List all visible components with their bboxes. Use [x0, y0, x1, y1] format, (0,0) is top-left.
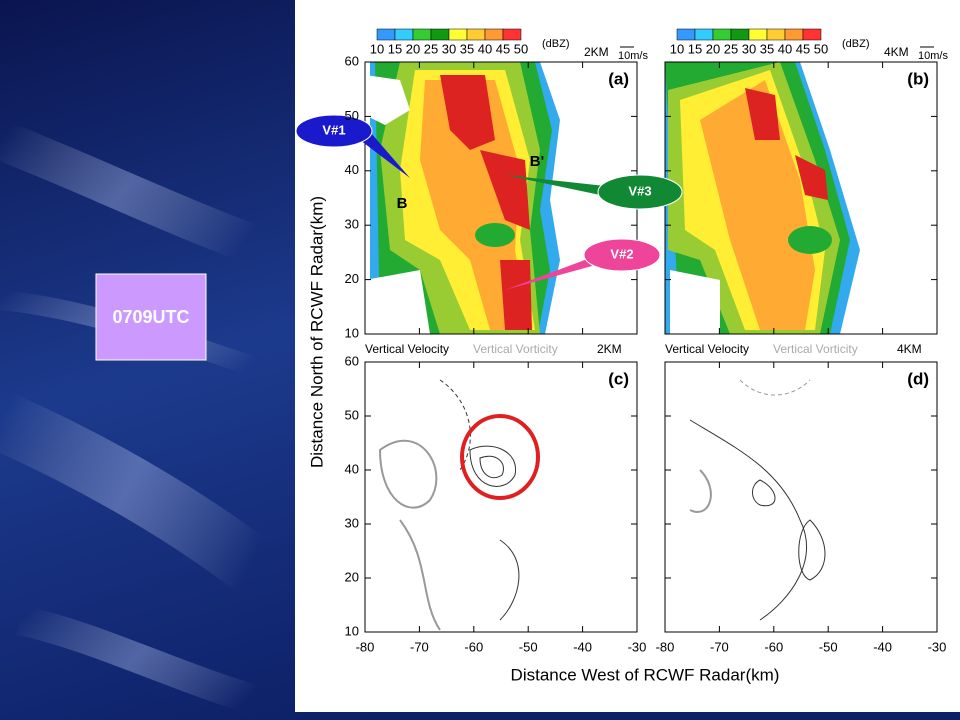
cloud-streaks — [0, 121, 315, 720]
panel-label: (b) — [907, 69, 929, 88]
x-tick-label: -40 — [573, 639, 592, 654]
colorbar-label: 30 — [442, 41, 456, 56]
x-tick-label: -70 — [410, 639, 429, 654]
y-tick-label: 30 — [345, 515, 359, 530]
colorbar-label: 50 — [814, 41, 828, 56]
y-tick-label: 30 — [345, 217, 359, 232]
y-tick-label: 20 — [345, 569, 359, 584]
colorbar-swatch — [730, 28, 750, 41]
x-tick-label: -80 — [356, 639, 375, 654]
caption-right: Vertical Vorticity — [773, 342, 858, 356]
reflectivity-a — [365, 62, 637, 334]
panel-label: (a) — [608, 69, 629, 88]
colorbar-unit: (dBZ) — [842, 38, 870, 50]
panel-label: (d) — [907, 369, 929, 388]
y-tick-label: 50 — [345, 407, 359, 422]
callout-label: V#3 — [628, 183, 651, 198]
y-tick-label: 40 — [345, 162, 359, 177]
colorbar-swatch — [430, 28, 450, 41]
colorbar-label: 30 — [742, 41, 756, 56]
x-tick-label: -40 — [873, 639, 892, 654]
callout-bubble — [597, 174, 683, 210]
y-tick-label: 50 — [345, 108, 359, 123]
colorbar-swatch — [766, 28, 786, 41]
y-tick-label: 60 — [345, 353, 359, 368]
colorbar-label: 10 — [370, 41, 384, 56]
x-axis-title: Distance West of RCWF Radar(km) — [511, 665, 780, 684]
caption-height: 2KM — [597, 342, 622, 356]
callout-pointers — [360, 132, 605, 290]
colorbar-label: 20 — [706, 41, 720, 56]
y-tick-label: 10 — [345, 325, 359, 340]
vector-scale: 10m/s — [618, 50, 648, 62]
x-tick-label: -80 — [656, 639, 675, 654]
colorbar-swatch — [484, 28, 504, 41]
y-tick-label: 40 — [345, 461, 359, 476]
vector-scale: 10m/s — [918, 50, 948, 62]
caption-height: 4KM — [897, 342, 922, 356]
y-axis-title: Distance North of RCWF Radar(km) — [307, 196, 326, 468]
colorbar-swatch — [412, 28, 432, 41]
colorbar-swatch — [502, 28, 522, 41]
colorbar-label: 45 — [496, 41, 510, 56]
time-label: 0709UTC — [112, 307, 189, 327]
x-tick-label: -50 — [819, 639, 838, 654]
colorbar-label: 20 — [406, 41, 420, 56]
colorbar-swatch — [448, 28, 468, 41]
x-tick-label: -50 — [519, 639, 538, 654]
caption-left: Vertical Velocity — [665, 342, 749, 356]
colorbar-label: 40 — [478, 41, 492, 56]
colorbar-swatch — [466, 28, 486, 41]
x-tick-label: -30 — [628, 639, 647, 654]
colorbar-label: 40 — [778, 41, 792, 56]
section-label: B — [397, 195, 408, 212]
highlight-circle — [460, 414, 540, 500]
y-tick-label: 60 — [345, 53, 359, 68]
caption-right: Vertical Vorticity — [473, 342, 558, 356]
y-tick-label: 10 — [345, 623, 359, 638]
colorbar-swatch — [676, 28, 696, 41]
colorbar-swatch — [694, 28, 714, 41]
colorbar-label: 45 — [796, 41, 810, 56]
colorbar-swatch — [712, 28, 732, 41]
colorbar-swatch — [394, 28, 414, 41]
callout-bubble — [295, 114, 373, 148]
x-tick-label: -60 — [764, 639, 783, 654]
colorbar-label: 50 — [514, 41, 528, 56]
panel-label: (c) — [608, 369, 629, 388]
colorbar-unit: (dBZ) — [542, 38, 570, 50]
height-label: 4KM — [884, 45, 909, 59]
time-box — [95, 273, 207, 361]
colorbar-label: 10 — [670, 41, 684, 56]
section-label: B' — [530, 153, 544, 170]
y-tick-label: 20 — [345, 271, 359, 286]
colorbar-swatch — [748, 28, 768, 41]
colorbar-label: 15 — [688, 41, 702, 56]
x-tick-label: -70 — [710, 639, 729, 654]
callout-bubble — [583, 238, 661, 272]
colorbar-label: 35 — [760, 41, 774, 56]
height-label: 2KM — [584, 45, 609, 59]
colorbar-swatch — [802, 28, 822, 41]
callout-label: V#1 — [322, 122, 345, 137]
colorbar-label: 35 — [460, 41, 474, 56]
contours — [378, 379, 826, 631]
x-tick-label: -60 — [464, 639, 483, 654]
colorbar-label: 15 — [388, 41, 402, 56]
reflectivity-b — [665, 62, 937, 334]
x-tick-label: -30 — [928, 639, 947, 654]
colorbar-label: 25 — [424, 41, 438, 56]
colorbar-swatch — [376, 28, 396, 41]
colorbar-swatch — [784, 28, 804, 41]
callout-label: V#2 — [610, 246, 633, 261]
caption-left: Vertical Velocity — [365, 342, 449, 356]
colorbar-label: 25 — [724, 41, 738, 56]
